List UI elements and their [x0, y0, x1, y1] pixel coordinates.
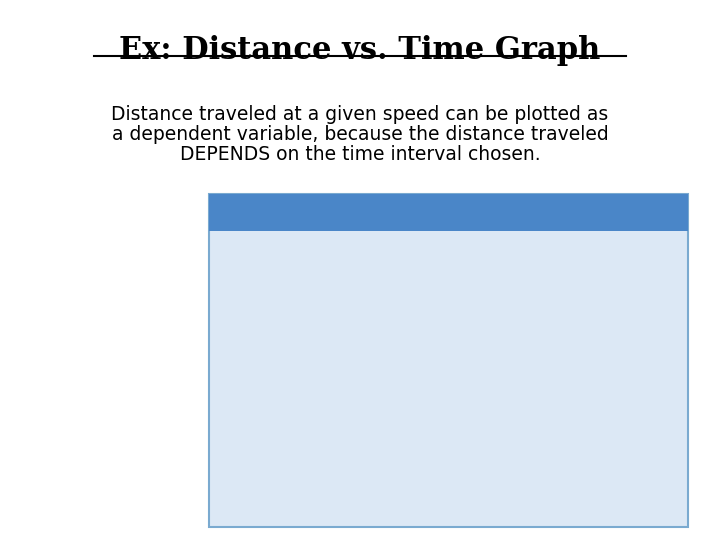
X-axis label: Time (s): Time (s)	[439, 492, 498, 505]
Text: Distance traveled at a given speed can be plotted as: Distance traveled at a given speed can b…	[112, 105, 608, 124]
Y-axis label: Distance (m): Distance (m)	[227, 311, 240, 401]
Text: Distance vs. Time: Distance vs. Time	[368, 205, 528, 220]
Text: a dependent variable, because the distance traveled: a dependent variable, because the distan…	[112, 125, 608, 144]
Text: Ex: Distance vs. Time Graph: Ex: Distance vs. Time Graph	[120, 35, 600, 66]
Text: DEPENDS on the time interval chosen.: DEPENDS on the time interval chosen.	[180, 145, 540, 164]
